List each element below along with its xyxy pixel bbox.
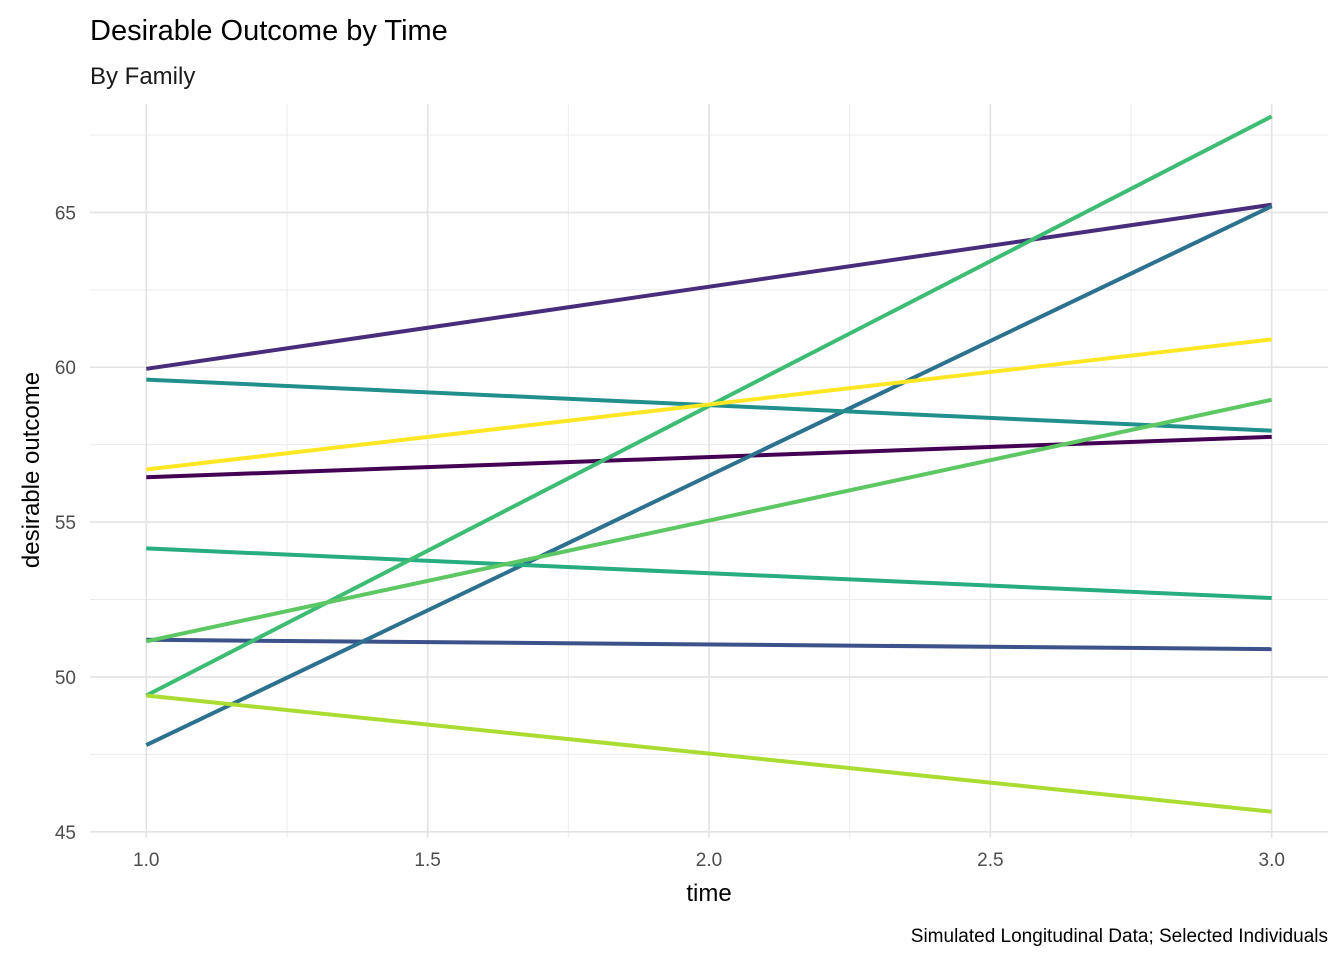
y-axis-label: desirable outcome xyxy=(18,372,45,568)
series-line-8 xyxy=(145,397,1273,644)
chart-subtitle: By Family xyxy=(90,63,195,90)
series-line-10 xyxy=(146,337,1272,472)
series-line-9 xyxy=(146,693,1272,814)
y-tick-label: 60 xyxy=(55,358,76,379)
y-tick-labels: 45 50 55 60 65 xyxy=(55,203,76,843)
series-line-3 xyxy=(146,637,1272,652)
y-tick-label: 65 xyxy=(55,203,76,224)
x-tick-labels: 1.0 1.5 2.0 2.5 3.0 xyxy=(133,850,1285,871)
x-tick-label: 2.0 xyxy=(696,850,722,871)
x-axis-label: time xyxy=(686,880,731,907)
series-lines xyxy=(145,114,1273,814)
x-tick-label: 1.5 xyxy=(414,850,440,871)
y-tick-label: 55 xyxy=(55,513,76,534)
x-tick-label: 2.5 xyxy=(977,850,1003,871)
chart-caption: Simulated Longitudinal Data; Selected In… xyxy=(911,926,1328,947)
series-line-2 xyxy=(146,202,1272,371)
y-tick-label: 45 xyxy=(55,823,76,844)
y-tick-label: 50 xyxy=(55,668,76,689)
series-line-1 xyxy=(146,434,1272,480)
x-tick-label: 3.0 xyxy=(1259,850,1285,871)
chart-title: Desirable Outcome by Time xyxy=(90,15,448,47)
series-line-4 xyxy=(145,204,1273,747)
series-line-6 xyxy=(146,546,1272,600)
x-tick-label: 1.0 xyxy=(133,850,159,871)
